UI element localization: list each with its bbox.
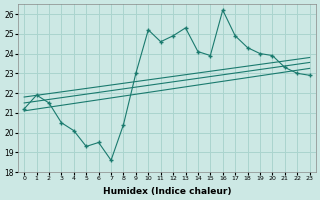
X-axis label: Humidex (Indice chaleur): Humidex (Indice chaleur): [103, 187, 231, 196]
